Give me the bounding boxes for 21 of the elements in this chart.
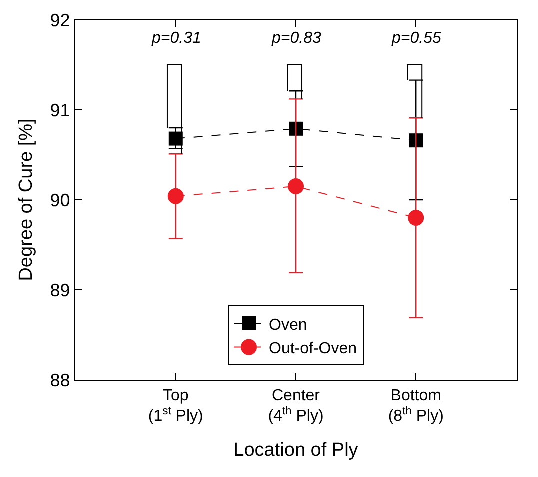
y-axis-title: Degree of Cure [%]: [16, 118, 38, 282]
legend-label: Oven: [269, 316, 308, 334]
y-tick-label: 89: [50, 280, 70, 300]
point: [168, 132, 183, 146]
point: [408, 210, 424, 226]
y-tick-label: 92: [50, 10, 70, 30]
y-tick-label: 91: [50, 100, 70, 120]
annotation: p=0.31: [151, 30, 202, 47]
point: [409, 134, 424, 148]
annotation: p=0.55: [391, 30, 442, 47]
x-axis-title: Location of Ply: [234, 440, 359, 461]
y-tick-label: 90: [50, 190, 70, 210]
point: [288, 178, 304, 194]
annotation: p=0.83: [271, 30, 322, 47]
y-tick-label: 88: [50, 370, 70, 390]
x-tick-label: Top (1$^{st}$ Ply): [148, 387, 204, 426]
x-tick-label: Bottom (8$^{th}$ Ply): [388, 387, 444, 426]
legend-label: Out-of-Oven: [269, 340, 358, 358]
point: [168, 188, 184, 204]
x-tick-label: Center (4$^{th}$ Ply): [268, 387, 324, 426]
point: [289, 122, 303, 136]
